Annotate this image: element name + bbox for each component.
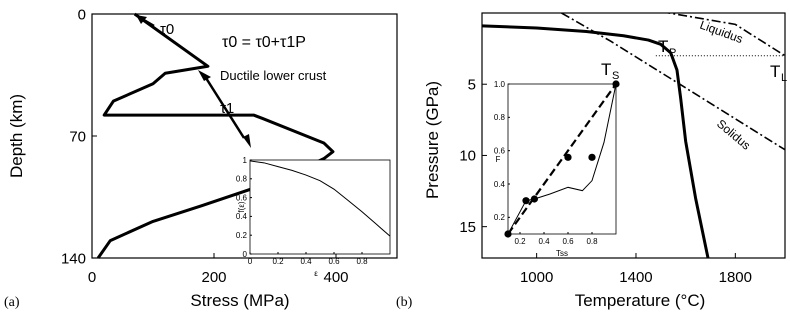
inset-b-xtick-label-2: 0.6 [562, 237, 574, 246]
inset-b-ytick-label-0: 0.2 [494, 213, 506, 222]
panel-a-series [96, 12, 335, 259]
inset-a-ytick-label-3: 0.6 [236, 193, 248, 202]
panel-b-series [482, 13, 785, 258]
panel-a-xtick-label-0: 0 [88, 269, 96, 286]
inset-a-xtick-label-0: 0 [248, 257, 253, 266]
panel-b: 1000 1400 1800 5 10 15 Pressure (GPa) Tempera… [396, 12, 787, 310]
inset-a-xtick-label-3: 0.6 [328, 257, 340, 266]
equation-label: τ0 = τ0+τ1P [222, 34, 306, 51]
adiabat-line [482, 24, 710, 258]
inset-b-point-5 [612, 80, 620, 88]
inset-a-ytick-label-4: 0.8 [236, 175, 248, 184]
inset-a-ticks: 0 0.2 0.4 0.6 0.8 0 0.2 0.4 0.6 0.8 1 [236, 156, 368, 266]
inset-b-point-2 [530, 195, 539, 203]
panel-b-ylabel: Pressure (GPa) [423, 81, 442, 199]
panel-b-frame [481, 12, 786, 259]
inset-a-series [249, 160, 391, 237]
panel-a-ytick-label-0: 0 [78, 6, 86, 23]
solidus-label: Solidus [714, 117, 753, 153]
panel-b-ytick-label-0: 5 [468, 76, 476, 93]
panel-a-xtick-label-1: 200 [201, 269, 226, 286]
panel-a-ticks: 0 200 400 0 70 140 [61, 6, 349, 286]
inset-a-xtick-label-1: 0.2 [272, 257, 284, 266]
inset-a-ytick-label-5: 1 [243, 156, 248, 165]
inset-b-ytick-label-4: 1.0 [494, 80, 506, 89]
panel-b-xtick-label-1: 1400 [619, 269, 652, 286]
inset-a-ytick-label-0: 0 [243, 250, 248, 259]
svg-text:T: T [770, 62, 780, 81]
panel-b-xlabel: Temperature (°C) [575, 291, 706, 310]
region-label: Ductile lower crust [220, 68, 327, 83]
panel-a-ytick-label-1: 70 [69, 128, 86, 145]
inset-a-curve [249, 160, 391, 237]
inset-b-ylabel: F [496, 155, 501, 164]
inset-b-point-3 [564, 153, 572, 161]
inset-b-dashed-line [507, 83, 617, 235]
inset-b-series [504, 80, 620, 238]
svg-text:T: T [658, 37, 668, 56]
inset-b-ticks: 0.2 0.4 0.6 0.8 0.2 0.4 0.6 0.8 1.0 [494, 80, 598, 246]
panel-a-xlabel: Stress (MPa) [190, 291, 289, 310]
tl-label: T L [770, 62, 787, 84]
inset-b-ytick-label-1: 0.4 [494, 180, 506, 189]
svg-text:T: T [601, 60, 611, 79]
panel-a-inset: 0 0.2 0.4 0.6 0.8 0 0.2 0.4 0.6 0.8 1 f(ε) ε [236, 156, 391, 278]
tau1-label: τ1 [220, 100, 234, 117]
tau0-arrow [136, 15, 155, 28]
inset-b-point-4 [588, 153, 596, 161]
panel-b-label: (b) [396, 295, 413, 310]
inset-b-point-1 [522, 197, 530, 205]
inset-a-ytick-label-2: 0.4 [236, 212, 248, 221]
inset-a-ylabel: f(ε) [237, 201, 246, 212]
panel-a: 0 200 400 0 70 140 Depth (km) Stress (MPa) (a… [4, 6, 398, 310]
inset-b-xlabel: Tss [556, 249, 568, 258]
panel-b-xtick-label-0: 1000 [520, 269, 553, 286]
inset-a-xtick-label-2: 0.4 [300, 257, 312, 266]
inset-b-xtick-label-3: 0.8 [586, 237, 598, 246]
inset-b-ytick-label-3: 0.8 [494, 113, 506, 122]
stress-profile-line [96, 12, 335, 259]
tau1-arrow [198, 70, 251, 148]
inset-a-ytick-label-1: 0.2 [236, 231, 248, 240]
panel-a-ylabel: Depth (km) [7, 94, 26, 178]
tp-label: T P [658, 37, 676, 59]
solidus-line [561, 13, 785, 151]
tau0-label: τ0 [160, 21, 174, 38]
inset-b-xtick-label-1: 0.4 [538, 237, 550, 246]
panel-a-ytick-label-2: 140 [61, 250, 86, 267]
inset-a-xtick-label-4: 0.8 [356, 257, 368, 266]
panel-b-inset: 0.2 0.4 0.6 0.8 0.2 0.4 0.6 0.8 1.0 F Tss [494, 80, 620, 258]
panel-b-xtick-label-2: 1800 [719, 269, 752, 286]
inset-b-xtick-label-0: 0.2 [514, 237, 526, 246]
panel-b-ticks: 1000 1400 1800 5 10 15 [459, 76, 752, 286]
panel-b-ytick-label-2: 15 [459, 219, 476, 236]
svg-text:P: P [669, 47, 676, 59]
inset-b-point-0 [504, 230, 512, 238]
svg-text:L: L [781, 72, 787, 84]
panel-b-ytick-label-1: 10 [459, 148, 476, 165]
panel-a-xtick-label-2: 400 [323, 269, 348, 286]
inset-b-ytick-label-2: 0.6 [494, 146, 506, 155]
ts-label: T S [601, 60, 619, 82]
panel-a-label: (a) [4, 295, 20, 310]
liquidus-label: Liquidus [698, 18, 745, 46]
liquidus-line [664, 13, 785, 57]
inset-a-xlabel: ε [314, 269, 318, 278]
svg-text:S: S [612, 70, 619, 82]
